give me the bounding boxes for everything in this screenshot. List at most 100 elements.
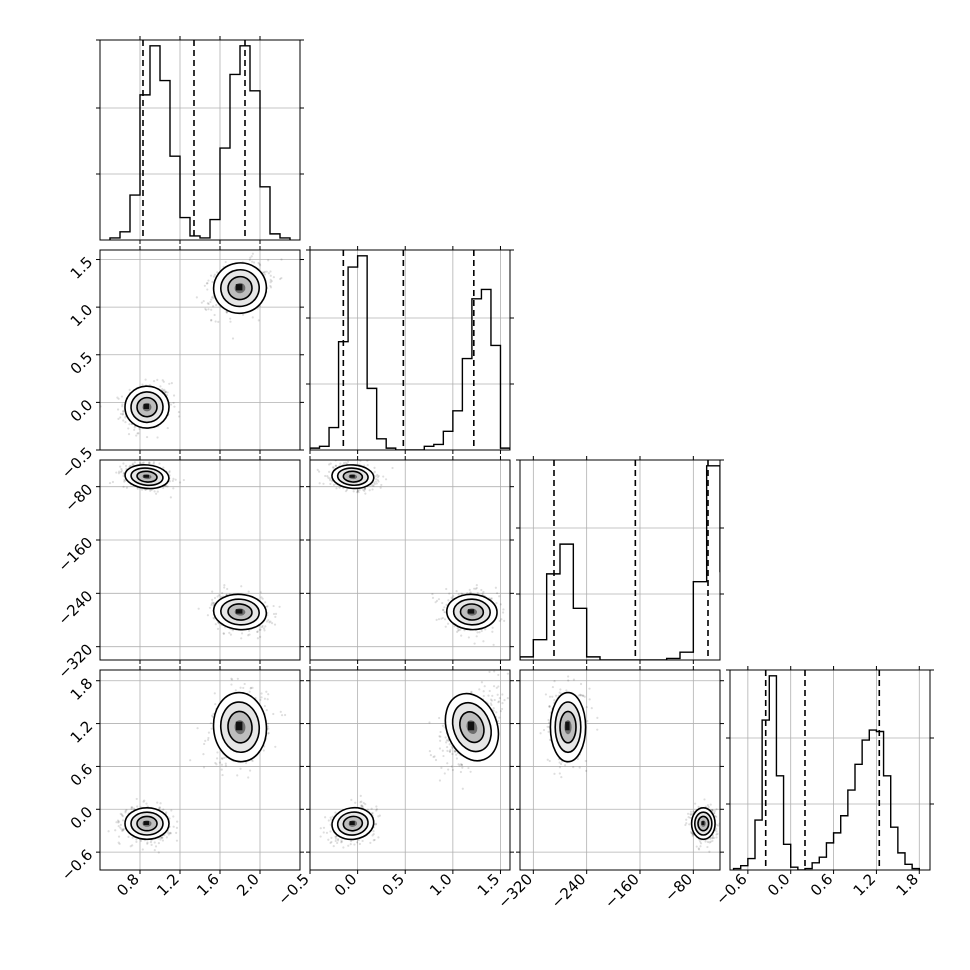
scatter-point xyxy=(133,426,136,429)
panel-frame xyxy=(99,39,301,241)
scatter-point xyxy=(176,820,179,823)
scatter-point xyxy=(145,435,149,439)
scatter-point xyxy=(123,480,126,483)
scatter-point xyxy=(162,466,165,469)
scatter-point xyxy=(116,396,119,399)
scatter-point xyxy=(170,809,173,812)
scatter-point xyxy=(375,808,379,811)
scatter-point xyxy=(267,259,270,262)
scatter-point xyxy=(259,628,262,631)
scatter-point xyxy=(264,625,267,628)
scatter-point xyxy=(374,823,377,826)
scatter-point xyxy=(240,632,244,635)
scatter-point xyxy=(334,811,337,814)
scatter-point xyxy=(327,819,330,822)
scatter-point xyxy=(107,830,110,833)
scatter-point xyxy=(148,461,151,464)
scatter-point xyxy=(172,487,175,490)
scatter-point xyxy=(249,256,252,259)
scatter-point xyxy=(234,689,237,692)
scatter-point xyxy=(210,298,213,301)
scatter-point xyxy=(272,712,275,716)
scatter-point xyxy=(229,633,233,636)
scatter-point xyxy=(319,827,322,830)
scatter-point xyxy=(131,836,134,839)
scatter-point xyxy=(250,686,253,689)
scatter-point xyxy=(460,592,463,595)
scatter-point xyxy=(231,337,235,340)
scatter-point xyxy=(327,463,331,466)
scatter-point xyxy=(258,263,261,266)
scatter-point xyxy=(121,829,125,832)
scatter-point xyxy=(259,698,262,702)
scatter-point xyxy=(202,300,205,303)
scatter-point xyxy=(127,427,130,430)
scatter-point xyxy=(130,806,133,809)
scatter-point xyxy=(242,686,245,690)
scatter-point xyxy=(203,742,206,746)
scatter-point xyxy=(330,836,333,840)
scatter-point xyxy=(214,320,217,323)
scatter-point xyxy=(372,484,375,487)
scatter-point xyxy=(216,271,219,274)
scatter-point xyxy=(478,631,481,634)
density-peak-1 xyxy=(467,609,475,614)
scatter-point xyxy=(457,593,460,596)
scatter-point xyxy=(266,605,269,608)
scatter-point xyxy=(355,841,359,844)
scatter-point xyxy=(340,839,343,842)
scatter-point xyxy=(149,841,152,844)
scatter-point xyxy=(274,615,277,618)
scatter-point xyxy=(332,845,335,848)
scatter-point xyxy=(117,821,120,824)
scatter-point xyxy=(131,806,134,809)
scatter-point xyxy=(117,472,121,475)
scatter-point xyxy=(172,825,175,828)
contour-0-1 xyxy=(130,391,164,424)
scatter-point xyxy=(156,436,159,439)
scatter-point xyxy=(162,389,165,392)
contour-0-2 xyxy=(342,470,364,483)
scatter-point xyxy=(473,587,476,590)
contour-1-2 xyxy=(227,603,253,621)
scatter-point xyxy=(210,727,213,730)
scatter-point xyxy=(360,804,363,807)
scatter-point xyxy=(248,633,251,636)
scatter-point xyxy=(352,490,355,493)
scatter-point xyxy=(117,397,120,400)
scatter-point xyxy=(448,592,451,595)
scatter-point xyxy=(159,802,162,805)
scatter-point xyxy=(230,683,233,686)
scatter-point xyxy=(342,846,345,849)
scatter-point xyxy=(482,640,485,643)
scatter-point xyxy=(108,481,112,485)
scatter-point xyxy=(164,391,167,394)
scatter-point xyxy=(154,845,158,848)
scatter-point xyxy=(213,273,217,276)
scatter-point xyxy=(225,311,228,314)
scatter-point xyxy=(269,284,272,288)
scatter-point xyxy=(450,596,453,599)
scatter-point xyxy=(131,463,134,467)
scatter-point xyxy=(122,409,125,412)
scatter-point xyxy=(212,602,215,605)
scatter-point xyxy=(163,388,166,391)
scatter-point xyxy=(230,678,234,681)
scatter-point xyxy=(221,757,224,760)
scatter-point xyxy=(164,390,167,394)
scatter-point xyxy=(375,805,378,808)
scatter-point xyxy=(345,488,349,491)
scatter-point xyxy=(152,380,156,383)
scatter-point xyxy=(382,475,385,478)
panel-content xyxy=(100,460,300,660)
contour-0-2 xyxy=(136,396,158,418)
scatter-point xyxy=(210,602,213,605)
scatter-point xyxy=(139,461,142,464)
scatter-point xyxy=(122,472,125,475)
scatter-point xyxy=(498,595,501,598)
histogram-step-1 xyxy=(310,255,510,450)
scatter-point xyxy=(329,818,333,821)
scatter-point xyxy=(435,618,438,621)
scatter-point xyxy=(263,704,266,708)
scatter-point xyxy=(467,636,470,639)
